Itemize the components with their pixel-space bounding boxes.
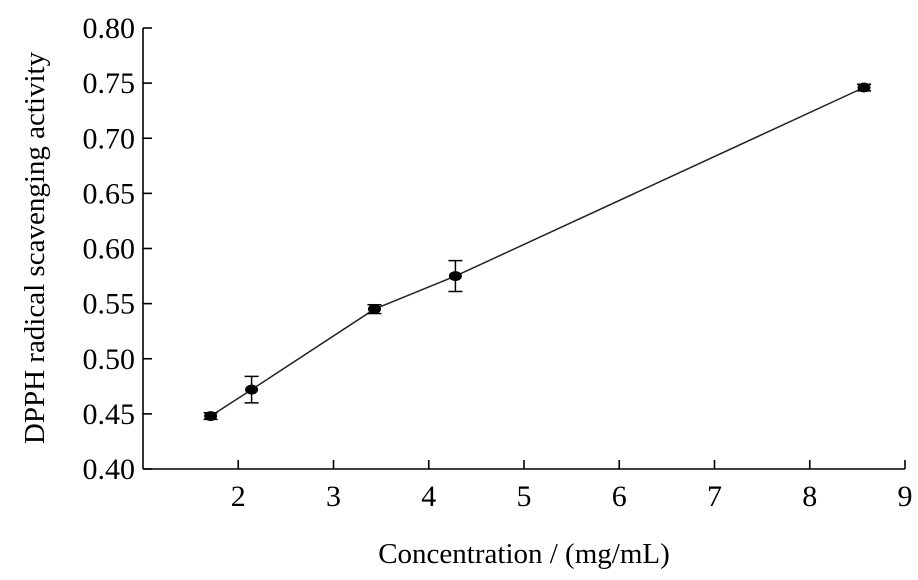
- x-ticks: 2 3 4 5 6 7 8 9: [231, 460, 913, 513]
- data-point: [448, 271, 462, 282]
- x-tick-label: 6: [612, 480, 627, 513]
- x-tick-label: 4: [421, 480, 436, 513]
- x-tick-label: 2: [231, 480, 246, 513]
- data-point: [204, 411, 218, 422]
- y-tick-label: 0.55: [83, 288, 136, 321]
- data-point: [857, 82, 871, 93]
- y-axis-title: DPPH radical scavenging activity: [19, 51, 51, 444]
- series-group: [203, 82, 872, 422]
- y-tick-label: 0.60: [83, 233, 136, 266]
- data-point: [245, 384, 259, 395]
- y-tick-label: 0.65: [83, 177, 136, 210]
- x-tick-label: 9: [898, 480, 913, 513]
- x-tick-label: 7: [707, 480, 722, 513]
- x-axis-title: Concentration / (mg/mL): [378, 538, 670, 570]
- y-tick-label: 0.50: [83, 343, 136, 376]
- x-tick-label: 3: [326, 480, 341, 513]
- x-tick-label: 8: [802, 480, 817, 513]
- y-tick-label: 0.45: [83, 398, 136, 431]
- x-tick-label: 5: [517, 480, 532, 513]
- y-tick-label: 0.40: [83, 453, 136, 486]
- y-ticks: 0.40 0.45 0.50 0.55 0.60 0.65 0.70 0.75 0.80: [83, 12, 152, 486]
- y-tick-label: 0.80: [83, 12, 136, 45]
- series-line: [210, 86, 865, 417]
- y-tick-label: 0.70: [83, 122, 136, 155]
- data-point: [367, 304, 381, 315]
- y-tick-label: 0.75: [83, 67, 136, 100]
